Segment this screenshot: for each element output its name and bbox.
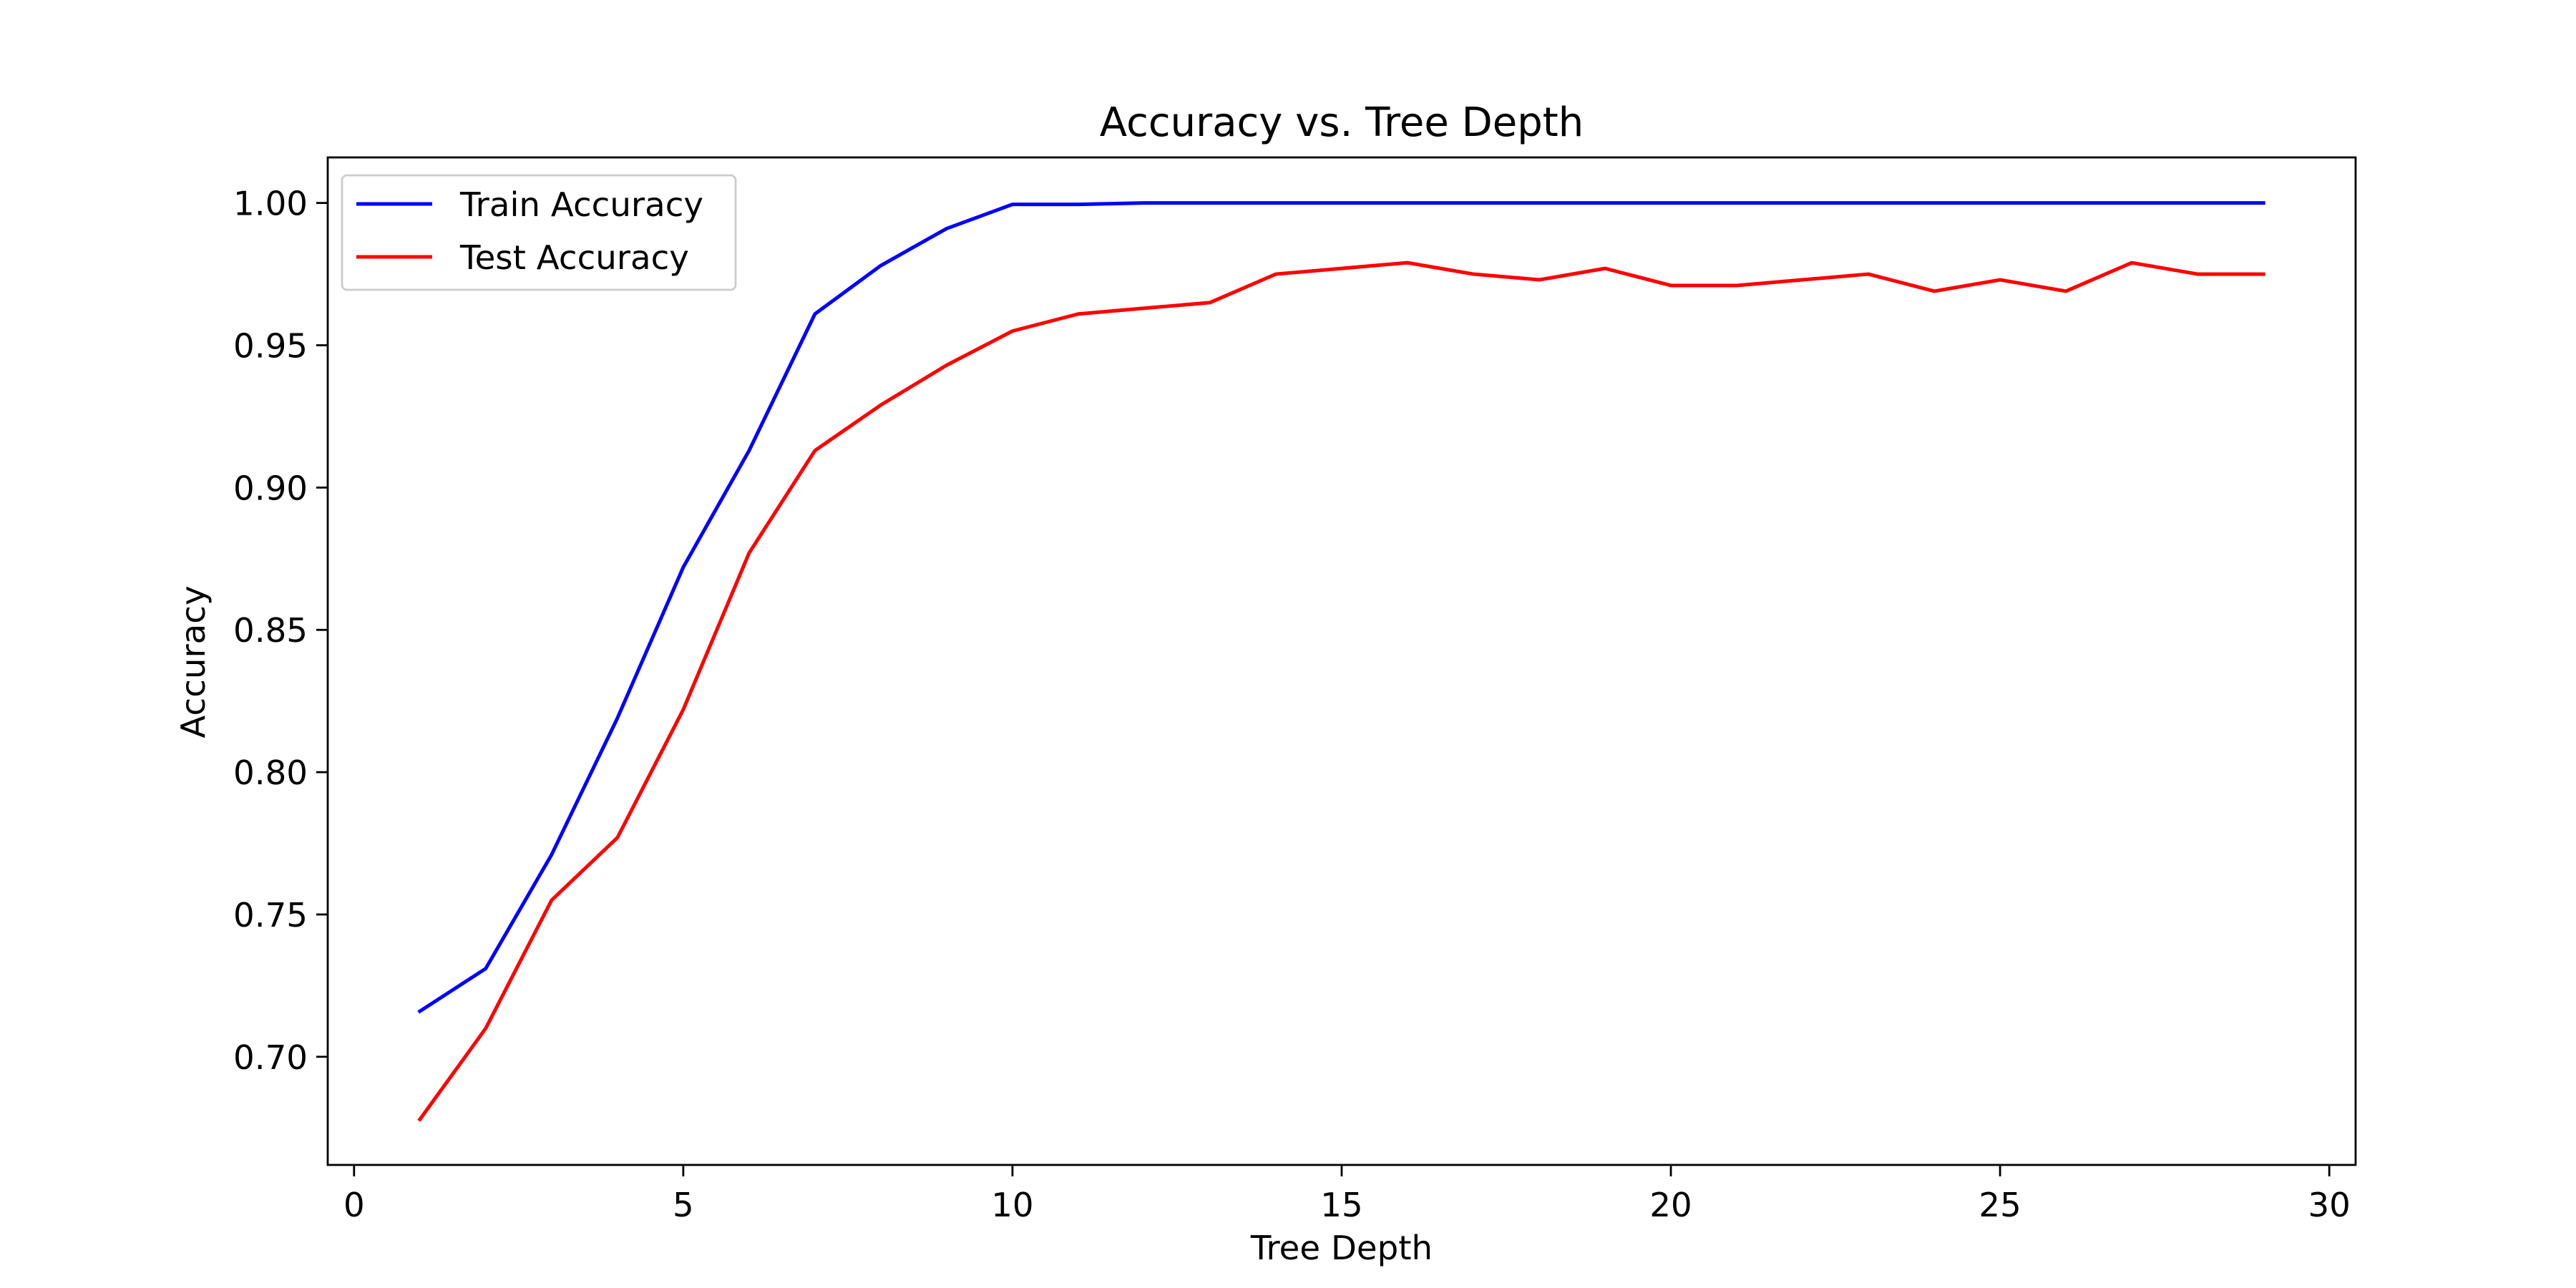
x-tick-label: 10 [991, 1186, 1033, 1225]
series-line-test [417, 260, 2265, 1122]
y-tick-label: 0.80 [233, 754, 308, 793]
x-tick-label: 20 [1649, 1186, 1692, 1225]
plot-background [328, 157, 2356, 1165]
plot-area: 0 5 10 15 20 25 30 0.70 0.75 0.80 0.85 0.90 0.95 1.00… [233, 156, 2357, 1225]
legend-label-train: Train Accuracy [459, 186, 703, 225]
series-line-train [417, 201, 2265, 1014]
y-axis-label: Accuracy [175, 585, 213, 738]
x-tick-label: 5 [673, 1186, 694, 1225]
y-tick-label: 1.00 [233, 185, 308, 224]
chart-title: Accuracy vs. Tree Depth [1100, 99, 1584, 146]
x-tick-label: 15 [1320, 1186, 1362, 1225]
x-tick-label: 30 [2308, 1186, 2350, 1225]
legend-box [341, 174, 737, 291]
y-tick-label: 0.90 [233, 469, 308, 508]
x-tick-label: 25 [1979, 1186, 2021, 1225]
y-tick-label: 0.75 [233, 897, 308, 935]
x-axis-label: Tree Depth [1250, 1229, 1433, 1268]
legend-label-test: Test Accuracy [459, 239, 689, 278]
y-tick-label: 0.85 [233, 612, 308, 650]
y-tick-label: 0.70 [233, 1039, 308, 1078]
x-tick-label: 0 [343, 1186, 365, 1225]
y-tick-label: 0.95 [233, 328, 308, 366]
